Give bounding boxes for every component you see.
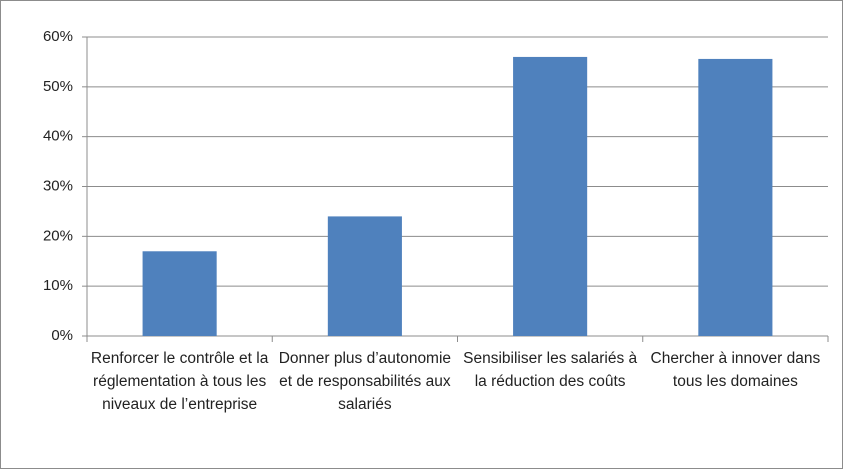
y-tick-label: 50% xyxy=(43,78,73,95)
bar xyxy=(142,251,217,336)
x-tick-label: Sensibiliser les salariés à la réduction… xyxy=(463,350,638,390)
bar xyxy=(698,58,773,336)
bar xyxy=(327,216,402,336)
y-tick-label: 10% xyxy=(43,277,73,294)
x-tick-label: Donner plus d’autonomie et de responsabi… xyxy=(278,350,452,413)
y-tick-label: 30% xyxy=(43,177,73,194)
x-tick-label: Chercher à innover dans tous les domaine… xyxy=(650,350,821,390)
y-tick-label: 40% xyxy=(43,128,73,145)
bar xyxy=(513,56,588,336)
x-tick-label: Renforcer le contrôle et la réglementati… xyxy=(90,350,269,413)
y-tick-label: 60% xyxy=(43,28,73,45)
y-tick-label: 0% xyxy=(51,327,73,344)
y-tick-label: 20% xyxy=(43,227,73,244)
